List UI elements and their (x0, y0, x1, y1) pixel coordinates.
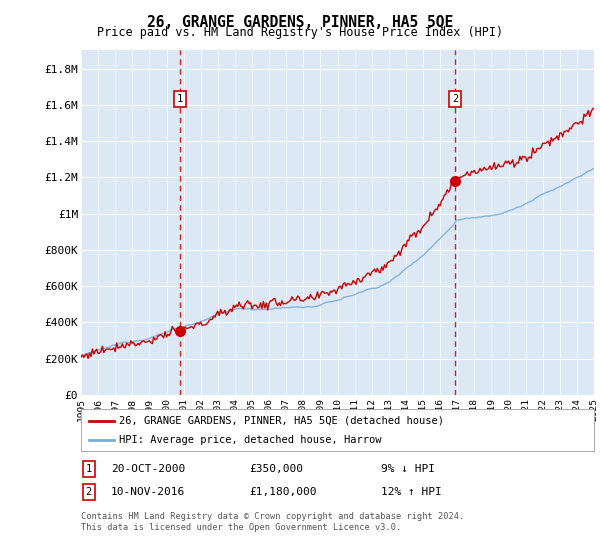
Text: 2: 2 (452, 94, 458, 104)
Text: Contains HM Land Registry data © Crown copyright and database right 2024.
This d: Contains HM Land Registry data © Crown c… (81, 512, 464, 532)
Text: 10-NOV-2016: 10-NOV-2016 (111, 487, 185, 497)
Text: 20-OCT-2000: 20-OCT-2000 (111, 464, 185, 474)
Text: HPI: Average price, detached house, Harrow: HPI: Average price, detached house, Harr… (119, 435, 382, 445)
Text: 26, GRANGE GARDENS, PINNER, HA5 5QE: 26, GRANGE GARDENS, PINNER, HA5 5QE (147, 15, 453, 30)
Text: 9% ↓ HPI: 9% ↓ HPI (381, 464, 435, 474)
Text: 1: 1 (177, 94, 184, 104)
Text: Price paid vs. HM Land Registry's House Price Index (HPI): Price paid vs. HM Land Registry's House … (97, 26, 503, 39)
Text: £350,000: £350,000 (249, 464, 303, 474)
Text: 26, GRANGE GARDENS, PINNER, HA5 5QE (detached house): 26, GRANGE GARDENS, PINNER, HA5 5QE (det… (119, 416, 445, 426)
Text: £1,180,000: £1,180,000 (249, 487, 317, 497)
Text: 12% ↑ HPI: 12% ↑ HPI (381, 487, 442, 497)
Text: 1: 1 (86, 464, 92, 474)
Text: 2: 2 (86, 487, 92, 497)
